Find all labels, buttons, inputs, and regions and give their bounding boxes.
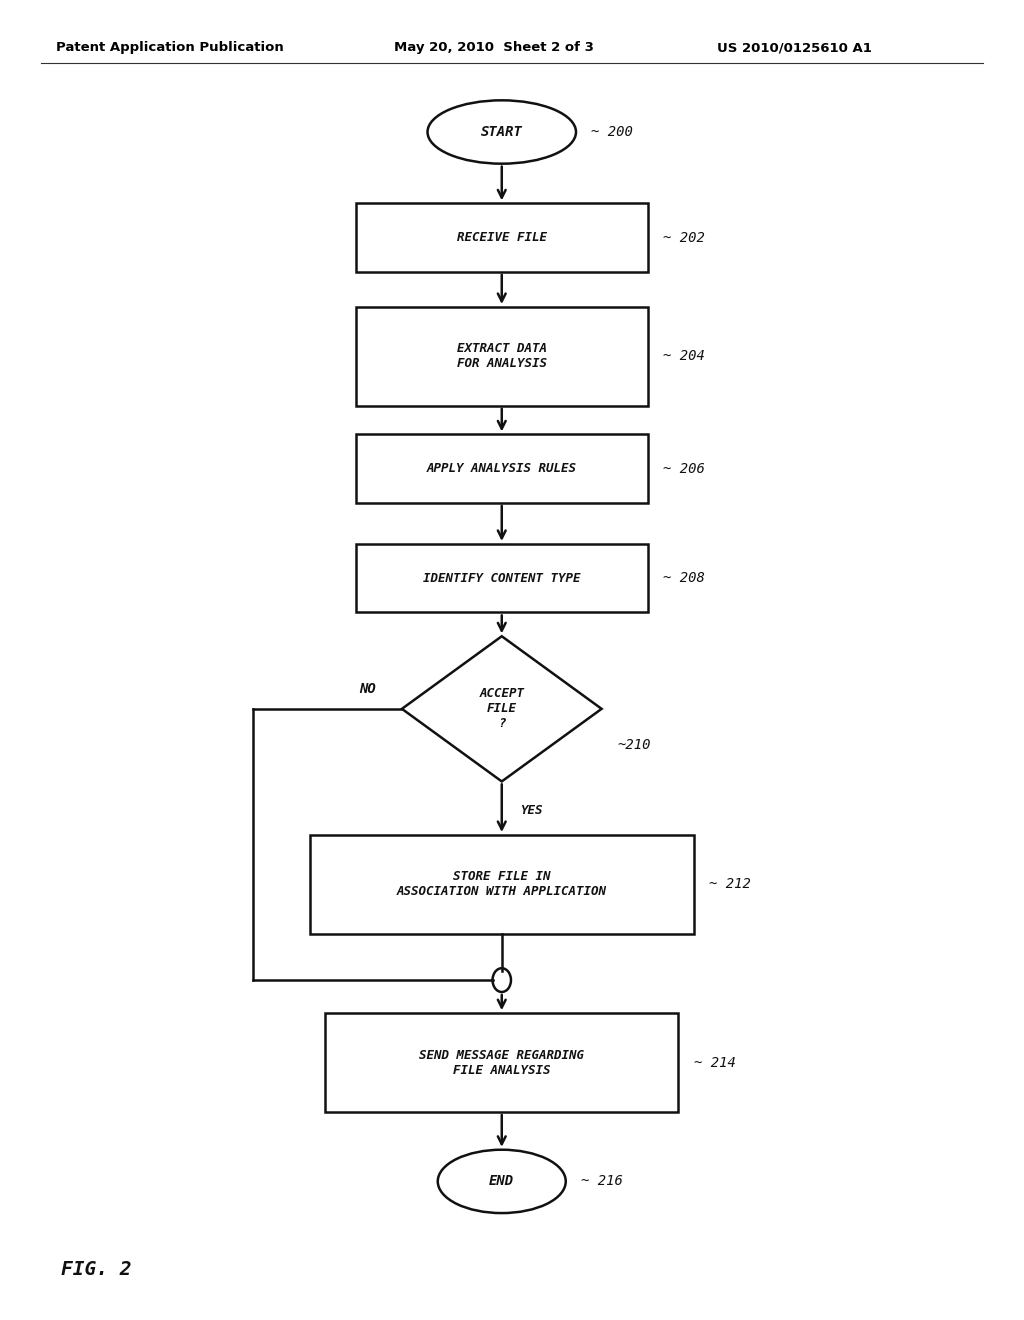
Bar	[356, 434, 648, 503]
Text: YES: YES	[520, 804, 543, 817]
Text: ~ 206: ~ 206	[664, 462, 705, 475]
Text: ~ 214: ~ 214	[694, 1056, 735, 1069]
Bar	[356, 203, 648, 272]
Text: ~ 204: ~ 204	[664, 350, 705, 363]
Text: ~ 212: ~ 212	[709, 878, 751, 891]
Text: ~ 208: ~ 208	[664, 572, 705, 585]
Bar	[309, 836, 694, 935]
Text: ~ 216: ~ 216	[582, 1175, 623, 1188]
Bar	[356, 308, 648, 407]
Bar	[326, 1014, 678, 1111]
Text: ~ 202: ~ 202	[664, 231, 705, 244]
Text: ACCEPT
FILE
?: ACCEPT FILE ?	[479, 688, 524, 730]
Text: FIG. 2: FIG. 2	[61, 1261, 132, 1279]
Text: START: START	[481, 125, 522, 139]
Text: SEND MESSAGE REGARDING
FILE ANALYSIS: SEND MESSAGE REGARDING FILE ANALYSIS	[419, 1048, 585, 1077]
Text: Patent Application Publication: Patent Application Publication	[56, 41, 284, 54]
Text: US 2010/0125610 A1: US 2010/0125610 A1	[717, 41, 871, 54]
Text: NO: NO	[359, 682, 376, 696]
Text: IDENTIFY CONTENT TYPE: IDENTIFY CONTENT TYPE	[423, 572, 581, 585]
Text: ~ 200: ~ 200	[592, 125, 633, 139]
Text: RECEIVE FILE: RECEIVE FILE	[457, 231, 547, 244]
Bar	[356, 544, 648, 612]
Text: EXTRACT DATA
FOR ANALYSIS: EXTRACT DATA FOR ANALYSIS	[457, 342, 547, 371]
Text: ~210: ~210	[616, 738, 650, 752]
Text: May 20, 2010  Sheet 2 of 3: May 20, 2010 Sheet 2 of 3	[394, 41, 594, 54]
Text: APPLY ANALYSIS RULES: APPLY ANALYSIS RULES	[427, 462, 577, 475]
Text: STORE FILE IN
ASSOCIATION WITH APPLICATION: STORE FILE IN ASSOCIATION WITH APPLICATI…	[396, 870, 607, 899]
Text: END: END	[489, 1175, 514, 1188]
